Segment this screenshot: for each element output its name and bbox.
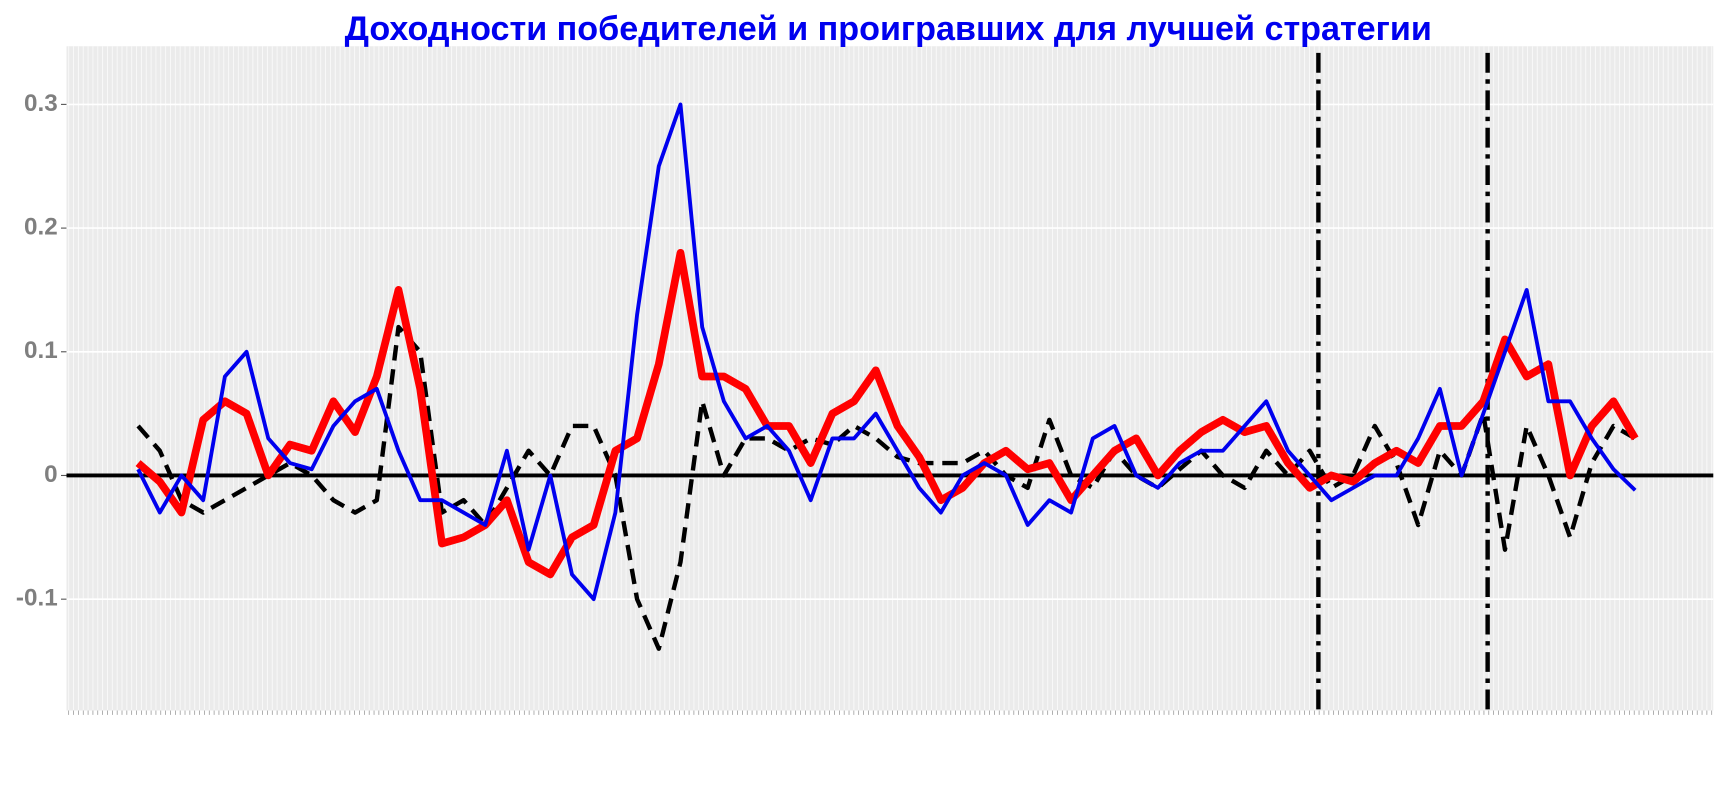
y-tick-label: 0 [44, 461, 57, 488]
series-line [135, 248, 1639, 579]
y-tick-label: 0.3 [24, 90, 58, 117]
y-tick-label: 0.1 [24, 337, 58, 364]
y-tick-label: 0.2 [24, 213, 58, 240]
chart-title: Доходности победителей и проигравших для… [345, 10, 1432, 48]
series-line [136, 102, 1637, 602]
series-line [136, 324, 1637, 651]
plot-background [66, 46, 1714, 711]
y-tick-label: -0.1 [16, 585, 58, 612]
